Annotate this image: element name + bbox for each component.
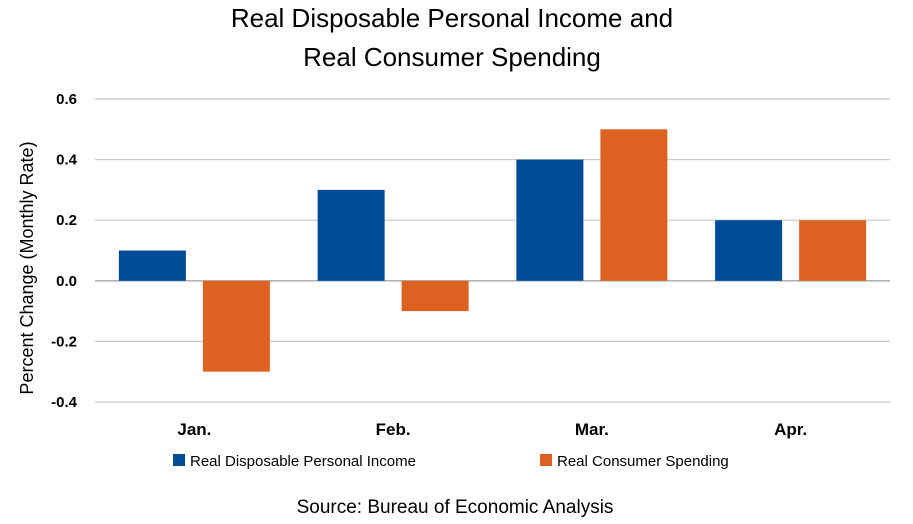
bar-income-feb	[317, 189, 385, 281]
chart-title-line-1: Real Disposable Personal Income and	[231, 3, 673, 33]
y-tick-label: 0.6	[56, 91, 77, 108]
bar-income-apr	[715, 220, 783, 281]
y-axis-ticks: 0.6 0.4 0.2 0.0 -0.2 -0.4	[51, 91, 78, 411]
source-note: Source: Bureau of Economic Analysis	[297, 497, 614, 518]
bar-spending-mar	[600, 129, 668, 281]
bar-spending-feb	[401, 280, 469, 312]
bar-income-mar	[516, 159, 584, 281]
y-axis-label: Percent Change (Monthly Rate)	[17, 141, 37, 394]
y-tick-label: 0.4	[56, 152, 78, 169]
legend: Real Disposable Personal Income Real Con…	[173, 453, 729, 470]
x-category-label: Apr.	[774, 420, 807, 439]
legend-label-spending: Real Consumer Spending	[557, 453, 729, 470]
y-tick-label: -0.2	[51, 333, 77, 350]
bar-spending-apr	[799, 220, 867, 281]
y-tick-label: 0.0	[56, 273, 77, 290]
bar-income-jan	[118, 250, 186, 281]
y-tick-label: 0.2	[56, 212, 77, 229]
x-category-label: Jan.	[177, 420, 211, 439]
x-category-label: Mar.	[575, 420, 609, 439]
x-axis-categories: Jan. Feb. Mar. Apr.	[177, 420, 807, 439]
legend-swatch-income	[173, 454, 185, 466]
y-tick-label: -0.4	[51, 394, 78, 411]
bars	[118, 129, 867, 372]
legend-swatch-spending	[540, 454, 552, 466]
chart-title-line-2: Real Consumer Spending	[303, 42, 601, 72]
x-category-label: Feb.	[376, 420, 411, 439]
bar-spending-jan	[202, 280, 270, 372]
legend-label-income: Real Disposable Personal Income	[190, 453, 416, 470]
